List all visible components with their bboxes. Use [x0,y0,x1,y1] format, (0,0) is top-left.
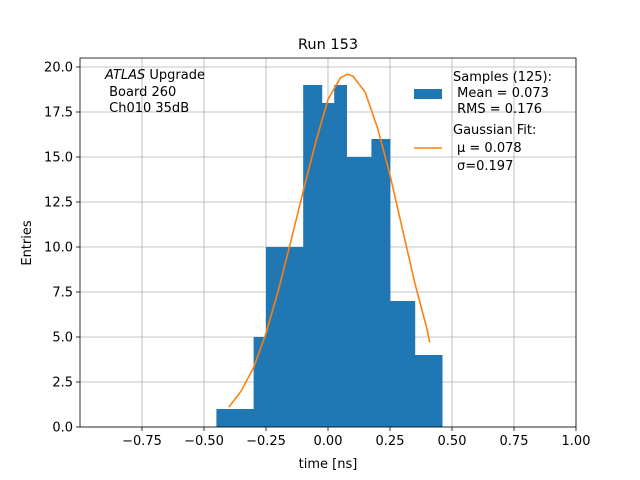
y-axis-label: Entries [20,220,35,266]
x-axis-label: time [ns] [299,457,358,472]
y-tick-label: 7.5 [52,286,73,301]
legend-samples-rms: RMS = 0.176 [453,102,542,117]
legend: Samples (125): Mean = 0.073 RMS = 0.176 … [414,70,552,174]
legend-samples-swatch [414,89,442,99]
histogram-bar [383,139,391,427]
histogram-bar [414,355,428,427]
histogram-bar [427,355,443,427]
annotation-line-2: Board 260 [105,85,176,100]
histogram-bar [321,103,335,427]
histogram-bar [303,85,310,427]
y-tick-label: 0.0 [52,421,73,436]
histogram-bar [278,247,292,427]
annotation-line-1: ATLAS Upgrade [104,68,205,83]
y-tick-label: 10.0 [44,241,73,256]
x-tick-label: 0.50 [438,434,467,449]
y-tick-label: 5.0 [52,331,73,346]
chart-title: Run 153 [298,37,358,53]
histogram-bars [216,85,443,427]
x-tick-label: −0.75 [122,434,162,449]
histogram-bar [309,85,323,427]
legend-samples-mean: Mean = 0.073 [453,86,549,101]
x-tick-label: −0.50 [184,434,224,449]
gaussian-fit [228,73,431,408]
x-axis-ticks: −0.75 −0.50 −0.25 0.00 0.25 0.50 0.75 1.00 [122,427,590,449]
x-tick-label: −0.25 [246,434,286,449]
annotation-line-3: Ch010 35dB [105,101,189,116]
legend-fit-mu: μ = 0.078 [457,141,522,156]
legend-fit-label: Gaussian Fit: [453,123,536,138]
x-tick-label: 0.00 [314,434,343,449]
histogram-bar [402,301,416,427]
histogram-bar [266,247,279,427]
x-tick-label: 1.00 [562,434,591,449]
x-tick-label: 0.25 [376,434,405,449]
histogram-bar [334,85,347,427]
x-tick-label: 0.75 [500,434,529,449]
gaussian-fit-line [228,73,431,408]
annotation-atlas: ATLAS [104,68,145,83]
legend-fit-sigma: σ=0.197 [457,159,513,174]
histogram-bar [371,139,385,427]
annotation-upgrade: Upgrade [145,68,205,83]
histogram-bar [216,409,230,427]
y-tick-label: 2.5 [52,376,73,391]
y-tick-label: 15.0 [44,151,73,166]
histogram-bar [359,157,372,427]
y-tick-label: 17.5 [44,106,73,121]
legend-samples-label: Samples (125): [453,70,552,85]
annotation: ATLAS Upgrade Board 260 Ch010 35dB [104,68,205,116]
y-tick-label: 20.0 [44,61,73,76]
histogram-bar [346,157,360,427]
histogram-bar [390,301,403,427]
histogram-bar [228,409,254,427]
y-axis-ticks: 0.0 2.5 5.0 7.5 10.0 12.5 15.0 17.5 20.0 [44,61,80,436]
histogram-bar [290,247,304,427]
y-tick-label: 12.5 [44,196,73,211]
